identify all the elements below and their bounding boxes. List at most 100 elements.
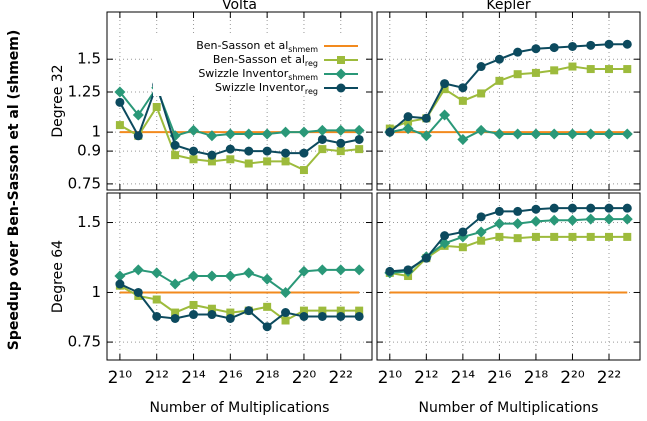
marker	[317, 311, 327, 321]
marker	[171, 308, 180, 317]
marker	[115, 279, 125, 289]
legend-label: Ben-Sasson et alreg	[213, 53, 318, 68]
marker	[336, 83, 346, 93]
marker	[604, 232, 613, 241]
legend-label: Ben-Sasson et alshmem	[196, 39, 318, 54]
marker	[355, 145, 364, 154]
marker	[189, 310, 199, 320]
marker	[512, 218, 524, 230]
marker	[336, 306, 345, 315]
marker	[170, 140, 180, 150]
y-axis-label: Speedup over Ben-Sasson et al (shmem)	[6, 30, 22, 351]
marker	[494, 206, 504, 216]
y-tick-label: 1.5	[77, 50, 101, 68]
marker	[420, 130, 432, 142]
x-tick-label: 2¹²	[414, 368, 438, 388]
marker	[404, 117, 413, 126]
marker	[115, 97, 125, 107]
marker	[207, 310, 217, 320]
marker	[604, 203, 614, 213]
x-tick-label: 2¹⁸	[524, 368, 549, 388]
marker	[318, 306, 327, 315]
marker	[225, 313, 235, 323]
marker	[152, 103, 161, 112]
marker	[114, 86, 126, 98]
marker	[440, 85, 449, 94]
marker	[316, 264, 328, 276]
marker	[476, 212, 486, 222]
marker	[458, 227, 468, 237]
y-tick-label: 0.75	[68, 333, 101, 351]
marker	[403, 112, 413, 122]
marker	[261, 273, 273, 285]
marker	[604, 65, 613, 74]
x-tick-label: 2¹²	[144, 368, 168, 388]
marker	[337, 56, 345, 64]
marker	[261, 128, 273, 140]
marker	[170, 313, 180, 323]
legend-sub: shmem	[288, 45, 318, 54]
marker	[549, 203, 559, 213]
marker	[568, 232, 577, 241]
marker	[281, 148, 291, 158]
marker	[299, 306, 308, 315]
marker	[548, 128, 560, 140]
marker	[550, 232, 559, 241]
row-label: Degree 32	[50, 64, 66, 137]
marker	[133, 131, 143, 141]
marker	[189, 155, 198, 164]
marker	[317, 134, 327, 144]
marker	[567, 41, 577, 51]
marker	[226, 308, 235, 317]
marker	[585, 213, 597, 225]
y-tick-label: 0.9	[77, 142, 101, 160]
marker	[513, 206, 523, 216]
marker	[336, 147, 345, 156]
x-axis-label: Number of Multiplications	[419, 400, 599, 416]
marker	[207, 150, 217, 160]
y-tick-label: 1.25	[68, 83, 101, 101]
marker	[440, 231, 450, 241]
marker	[244, 306, 254, 316]
marker	[226, 155, 235, 164]
marker	[189, 300, 198, 309]
marker	[549, 43, 559, 53]
marker	[622, 203, 632, 213]
marker	[621, 128, 633, 140]
marker	[355, 306, 364, 315]
marker	[568, 62, 577, 71]
marker	[318, 145, 327, 154]
marker	[298, 126, 310, 138]
marker	[495, 76, 504, 85]
plot-frame	[376, 11, 641, 191]
marker	[550, 66, 559, 75]
marker	[171, 151, 180, 160]
x-tick-label: 2¹⁰	[378, 368, 403, 388]
marker	[316, 124, 328, 136]
marker	[566, 128, 578, 140]
x-tick-label: 2¹⁴	[181, 368, 206, 388]
marker	[244, 159, 253, 168]
marker	[335, 264, 347, 276]
marker	[440, 79, 450, 89]
x-tick-label: 2²²	[597, 368, 621, 388]
x-tick-label: 2¹⁴	[451, 368, 476, 388]
marker	[262, 146, 272, 156]
marker	[548, 214, 560, 226]
marker	[513, 234, 522, 243]
plot-frame	[106, 11, 373, 191]
legend-name: Swizzle Inventor	[215, 81, 305, 94]
marker	[336, 311, 346, 321]
marker	[475, 124, 487, 136]
panel-title: Volta	[222, 0, 257, 13]
marker	[299, 148, 309, 158]
marker	[263, 302, 272, 311]
marker	[115, 121, 124, 130]
marker	[458, 96, 467, 105]
marker	[298, 265, 310, 277]
y-tick-label: 1	[91, 283, 101, 301]
x-tick-label: 2¹⁸	[255, 368, 280, 388]
marker	[623, 65, 632, 74]
